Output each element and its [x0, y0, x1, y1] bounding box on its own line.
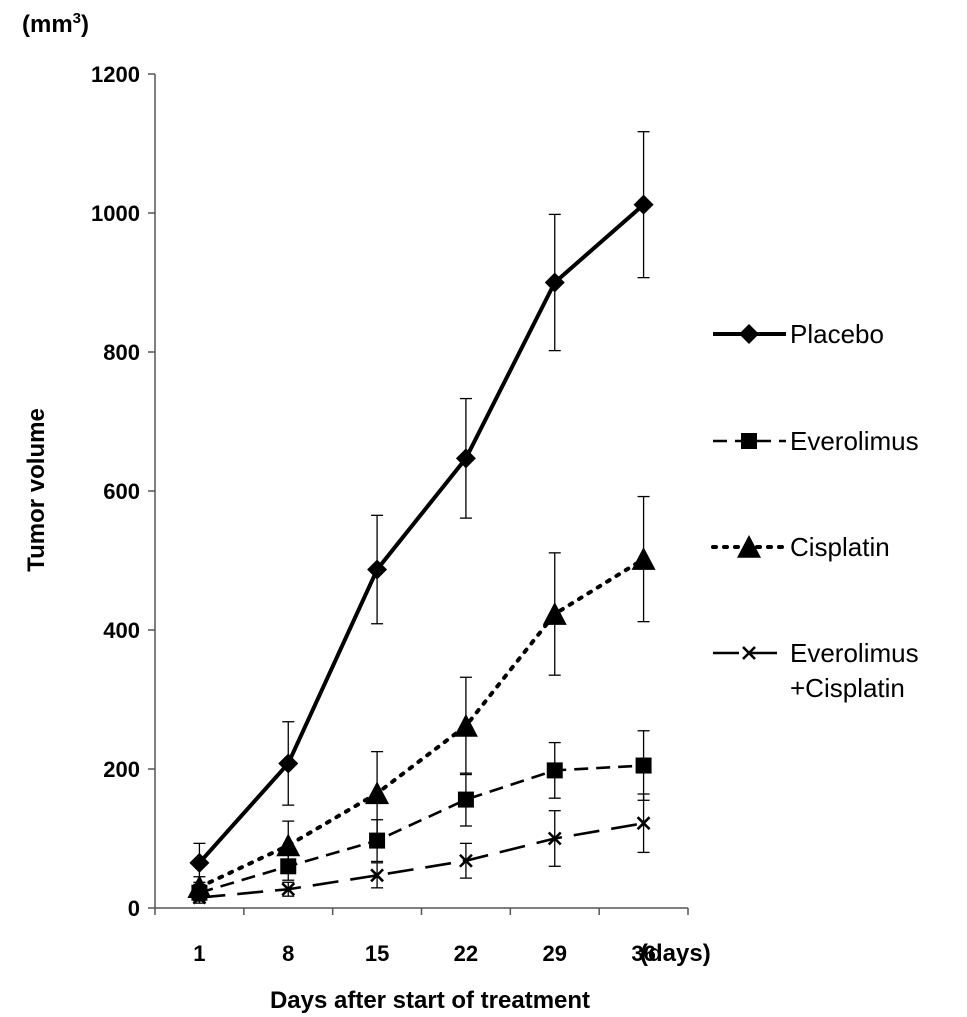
- data-point-x: [370, 868, 385, 883]
- data-point-diamond: [278, 753, 299, 774]
- y-tick-label: 600: [103, 479, 140, 504]
- legend-label: Everolimus +Cisplatin: [790, 638, 919, 703]
- data-point-triangle: [737, 535, 761, 558]
- series-line: [197, 557, 646, 890]
- legend-label-line: Cisplatin: [790, 532, 890, 562]
- legend-item-3: Everolimus +Cisplatin: [713, 638, 919, 703]
- data-point-x: [192, 890, 207, 905]
- legend-label-line: Everolimus: [790, 426, 919, 456]
- y-tick-label: 200: [103, 757, 140, 782]
- x-tick-label: 15: [365, 941, 389, 966]
- legend-label-line: Placebo: [790, 319, 884, 349]
- y-tick-label: 1200: [91, 62, 140, 87]
- y-tick-label: 0: [128, 896, 140, 921]
- y-tick-label: 800: [103, 340, 140, 365]
- legend-label-line: Everolimus: [790, 638, 919, 668]
- series-line: [199, 764, 644, 894]
- legend-label-line: +Cisplatin: [790, 673, 905, 703]
- x-ticks: 1 8 15 22 29 36: [154, 908, 689, 966]
- data-point-triangle: [453, 713, 478, 737]
- axes: [154, 74, 688, 909]
- data-point-diamond: [739, 324, 759, 344]
- x-tick-label: 29: [543, 941, 567, 966]
- series-3: [192, 793, 651, 905]
- series-0: [189, 131, 654, 883]
- data-point-square: [635, 757, 652, 774]
- series-line: [197, 203, 645, 865]
- y-ticks: 0 200 400 600 800 1000 1200: [91, 62, 155, 921]
- x-tick-label: 1: [193, 941, 205, 966]
- series-line: [199, 821, 644, 899]
- data-point-square: [369, 832, 386, 849]
- x-axis-unit: (days): [640, 940, 711, 967]
- data-point-triangle: [631, 547, 656, 570]
- data-point-square: [457, 791, 474, 808]
- x-tick-label: 36: [631, 941, 655, 966]
- data-point-diamond: [455, 448, 476, 469]
- x-tick-label: 8: [282, 941, 294, 966]
- series-1: [191, 730, 652, 902]
- data-point-x: [547, 831, 562, 846]
- legend-item-0: Placebo: [713, 319, 884, 349]
- data-point-square: [741, 433, 757, 449]
- data-point-x: [458, 853, 473, 868]
- data-point-triangle: [542, 602, 567, 625]
- series-layer: [187, 131, 656, 905]
- y-tick-label: 1000: [91, 201, 140, 226]
- legend-item-2: Cisplatin: [711, 532, 890, 562]
- legend-label: Everolimus: [790, 426, 919, 456]
- x-tick-label: 22: [454, 941, 478, 966]
- data-point-square: [546, 762, 563, 779]
- x-axis-title: Days after start of treatment: [270, 987, 590, 1014]
- y-unit-label: (mm3): [22, 10, 89, 38]
- series-2: [187, 495, 656, 899]
- data-point-triangle: [365, 781, 390, 805]
- y-axis-title: Tumor volume: [23, 408, 50, 572]
- data-point-diamond: [633, 194, 654, 215]
- data-point-diamond: [367, 559, 388, 580]
- legend-label: Placebo: [790, 319, 884, 349]
- legend-item-1: Everolimus: [713, 426, 919, 456]
- data-point-diamond: [544, 272, 565, 293]
- data-point-x: [281, 882, 296, 897]
- legend-label: Cisplatin: [790, 532, 890, 562]
- data-point-x: [742, 646, 756, 660]
- y-tick-label: 400: [103, 618, 140, 643]
- data-point-diamond: [189, 852, 210, 873]
- data-point-triangle: [276, 833, 301, 857]
- data-point-x: [636, 816, 651, 831]
- legend: Placebo Everolimus Cisplatin Everolimus +Cis…: [711, 319, 919, 703]
